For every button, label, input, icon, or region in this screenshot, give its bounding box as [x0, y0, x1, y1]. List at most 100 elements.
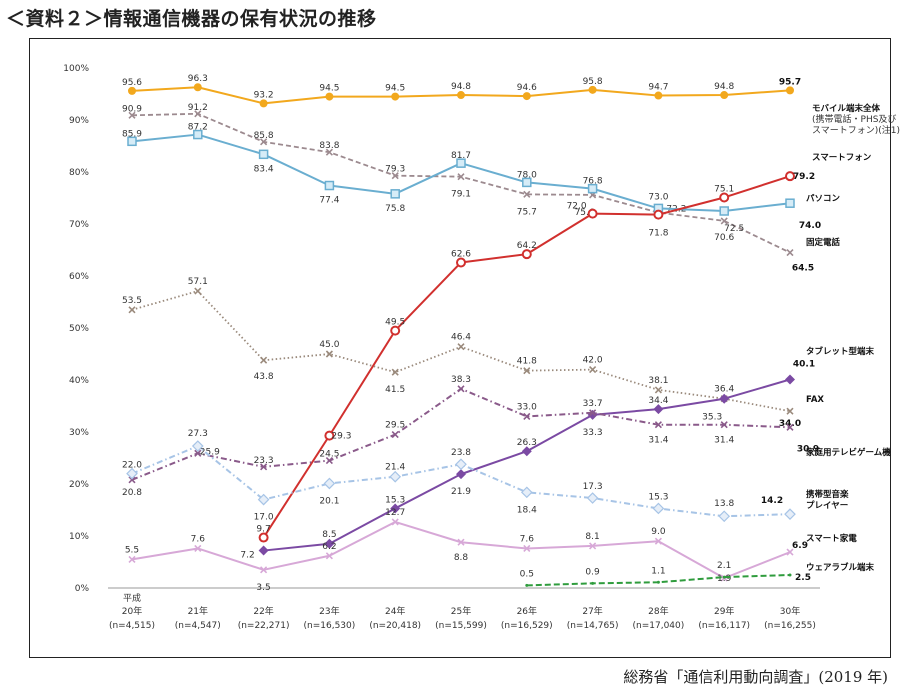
series-name-mobile: (携帯電話・PHS及び	[812, 113, 896, 125]
data-point-game	[260, 463, 268, 471]
data-label-game: 31.4	[648, 436, 668, 446]
series-fax: 53.5 57.1 43.8 45.0 41.5 46.4 41.8 42.0 38.1 36.4…	[122, 277, 824, 429]
data-label-music: 17.0	[254, 513, 274, 523]
data-label-appliance: 5.5	[125, 545, 139, 555]
y-tick-label: 70%	[69, 220, 89, 230]
data-point-mobile	[654, 91, 663, 100]
data-point-appliance	[260, 566, 268, 574]
x-sample-size-label: (n=17,040)	[633, 621, 685, 631]
data-label-game: 31.4	[714, 436, 734, 446]
data-label-music: 20.1	[319, 496, 339, 506]
data-point-tablet	[653, 404, 664, 415]
data-point-game	[457, 385, 465, 393]
data-point-pc	[324, 180, 335, 191]
series-pc: 85.9 87.2 83.4 77.4 75.8 81.7 78.0 76.8 73.0 72.5…	[122, 123, 841, 234]
data-label-game: 38.3	[451, 375, 471, 385]
data-label-pc: 78.0	[517, 170, 537, 180]
data-point-wearable	[656, 580, 660, 584]
data-point-tablet	[785, 374, 795, 385]
data-point-mobile	[325, 92, 334, 101]
series-name-wearable: ウェアラブル端末	[806, 562, 875, 573]
data-label-mobile: 94.8	[451, 82, 471, 92]
data-label-tablet: 7.2	[240, 551, 254, 561]
data-label-smartphone: 71.8	[648, 229, 668, 239]
data-label-smartphone: 75.1	[714, 184, 734, 194]
data-label-fax: 42.0	[583, 356, 603, 366]
data-point-music	[520, 486, 533, 499]
series-name-smartphone: スマートフォン	[812, 153, 872, 163]
data-label-fax: 41.8	[517, 357, 537, 367]
y-tick-label: 0%	[75, 584, 90, 594]
y-tick-label: 30%	[69, 428, 89, 438]
data-label-appliance: 3.5	[256, 583, 270, 593]
data-point-fax	[786, 407, 794, 415]
data-label-smartphone: 62.6	[451, 249, 471, 259]
data-label-smartphone: 29.3	[331, 432, 351, 442]
data-label-pc: 76.8	[583, 177, 603, 187]
x-tick-label: 22年	[253, 605, 273, 617]
series-line-fixed	[131, 112, 791, 254]
data-label-fax: 43.8	[254, 372, 274, 382]
data-point-music	[257, 493, 270, 506]
series-smartphone: 9.7 29.3 49.5 62.6 64.2 72.0 71.8 75.1 79.2 スマートフ…	[256, 153, 872, 543]
data-label-wearable: 2.1	[717, 561, 731, 571]
data-label-mobile: 94.7	[648, 83, 668, 93]
data-label-game: 30.9	[797, 444, 819, 454]
series-name-mobile: モバイル端末全体	[812, 103, 881, 114]
source-note: 総務省「通信利用動向調査」(2019 年)	[623, 668, 888, 686]
data-label-mobile: 94.6	[517, 83, 537, 93]
data-point-music	[323, 477, 336, 490]
data-point-appliance	[391, 518, 399, 526]
data-label-appliance: 7.6	[520, 534, 535, 544]
data-point-music	[586, 492, 599, 504]
chart-title: ＜資料２＞情報通信機器の保有状況の推移	[6, 8, 377, 30]
data-point-fax	[391, 368, 399, 376]
data-point-game	[786, 423, 794, 431]
data-label-smartphone: 9.7	[256, 525, 270, 535]
data-point-mobile	[457, 91, 465, 100]
data-label-music: 13.8	[714, 499, 734, 509]
data-point-fixed	[457, 173, 465, 181]
data-point-mobile	[128, 86, 136, 95]
series-line-wearable	[526, 574, 791, 587]
data-point-smartphone	[653, 209, 664, 220]
data-label-music: 14.2	[761, 496, 783, 506]
data-label-game: 25.9	[200, 447, 220, 457]
y-tick-label: 80%	[69, 168, 89, 178]
series-line-appliance	[131, 520, 791, 580]
series-music: 22.0 27.3 17.0 20.1 21.4 23.8 18.4 17.3 15.3 13.8…	[122, 429, 849, 523]
series-game: 20.8 25.9 23.3 24.5 29.5 38.3 33.0 33.7 31.4 31.4…	[122, 375, 891, 498]
data-label-fixed: 75.6	[575, 208, 595, 218]
x-tick-label: 29年	[714, 605, 734, 617]
data-point-tablet	[258, 545, 269, 556]
data-point-fax	[128, 306, 136, 314]
data-label-music: 15.3	[648, 492, 668, 502]
data-label-pc: 81.7	[451, 151, 471, 161]
data-label-smartphone: 49.5	[385, 318, 405, 328]
data-label-game: 23.3	[254, 456, 274, 466]
data-label-fax: 53.5	[122, 296, 142, 306]
y-tick-label: 50%	[69, 324, 89, 334]
y-tick-label: 40%	[69, 376, 89, 386]
data-label-fixed: 79.1	[451, 190, 471, 200]
data-point-mobile	[193, 83, 202, 92]
data-point-mobile	[391, 92, 400, 101]
data-label-fixed: 85.8	[254, 131, 274, 141]
data-point-game	[654, 421, 662, 429]
x-sample-size-label: (n=4,547)	[175, 621, 221, 631]
data-label-appliance: 8.1	[585, 532, 599, 542]
data-point-fixed	[720, 217, 728, 225]
data-point-fax	[589, 366, 597, 374]
data-point-smartphone	[587, 208, 598, 219]
data-point-fixed	[325, 148, 333, 156]
data-label-pc: 72.5	[724, 224, 744, 234]
data-point-pc	[193, 129, 203, 140]
data-point-smartphone	[456, 257, 466, 268]
data-point-music	[718, 510, 731, 523]
series-line-fax	[131, 290, 791, 413]
data-point-tablet	[719, 393, 730, 404]
data-point-tablet	[521, 446, 532, 457]
data-label-mobile: 95.6	[122, 78, 142, 88]
data-point-fixed	[523, 190, 531, 198]
